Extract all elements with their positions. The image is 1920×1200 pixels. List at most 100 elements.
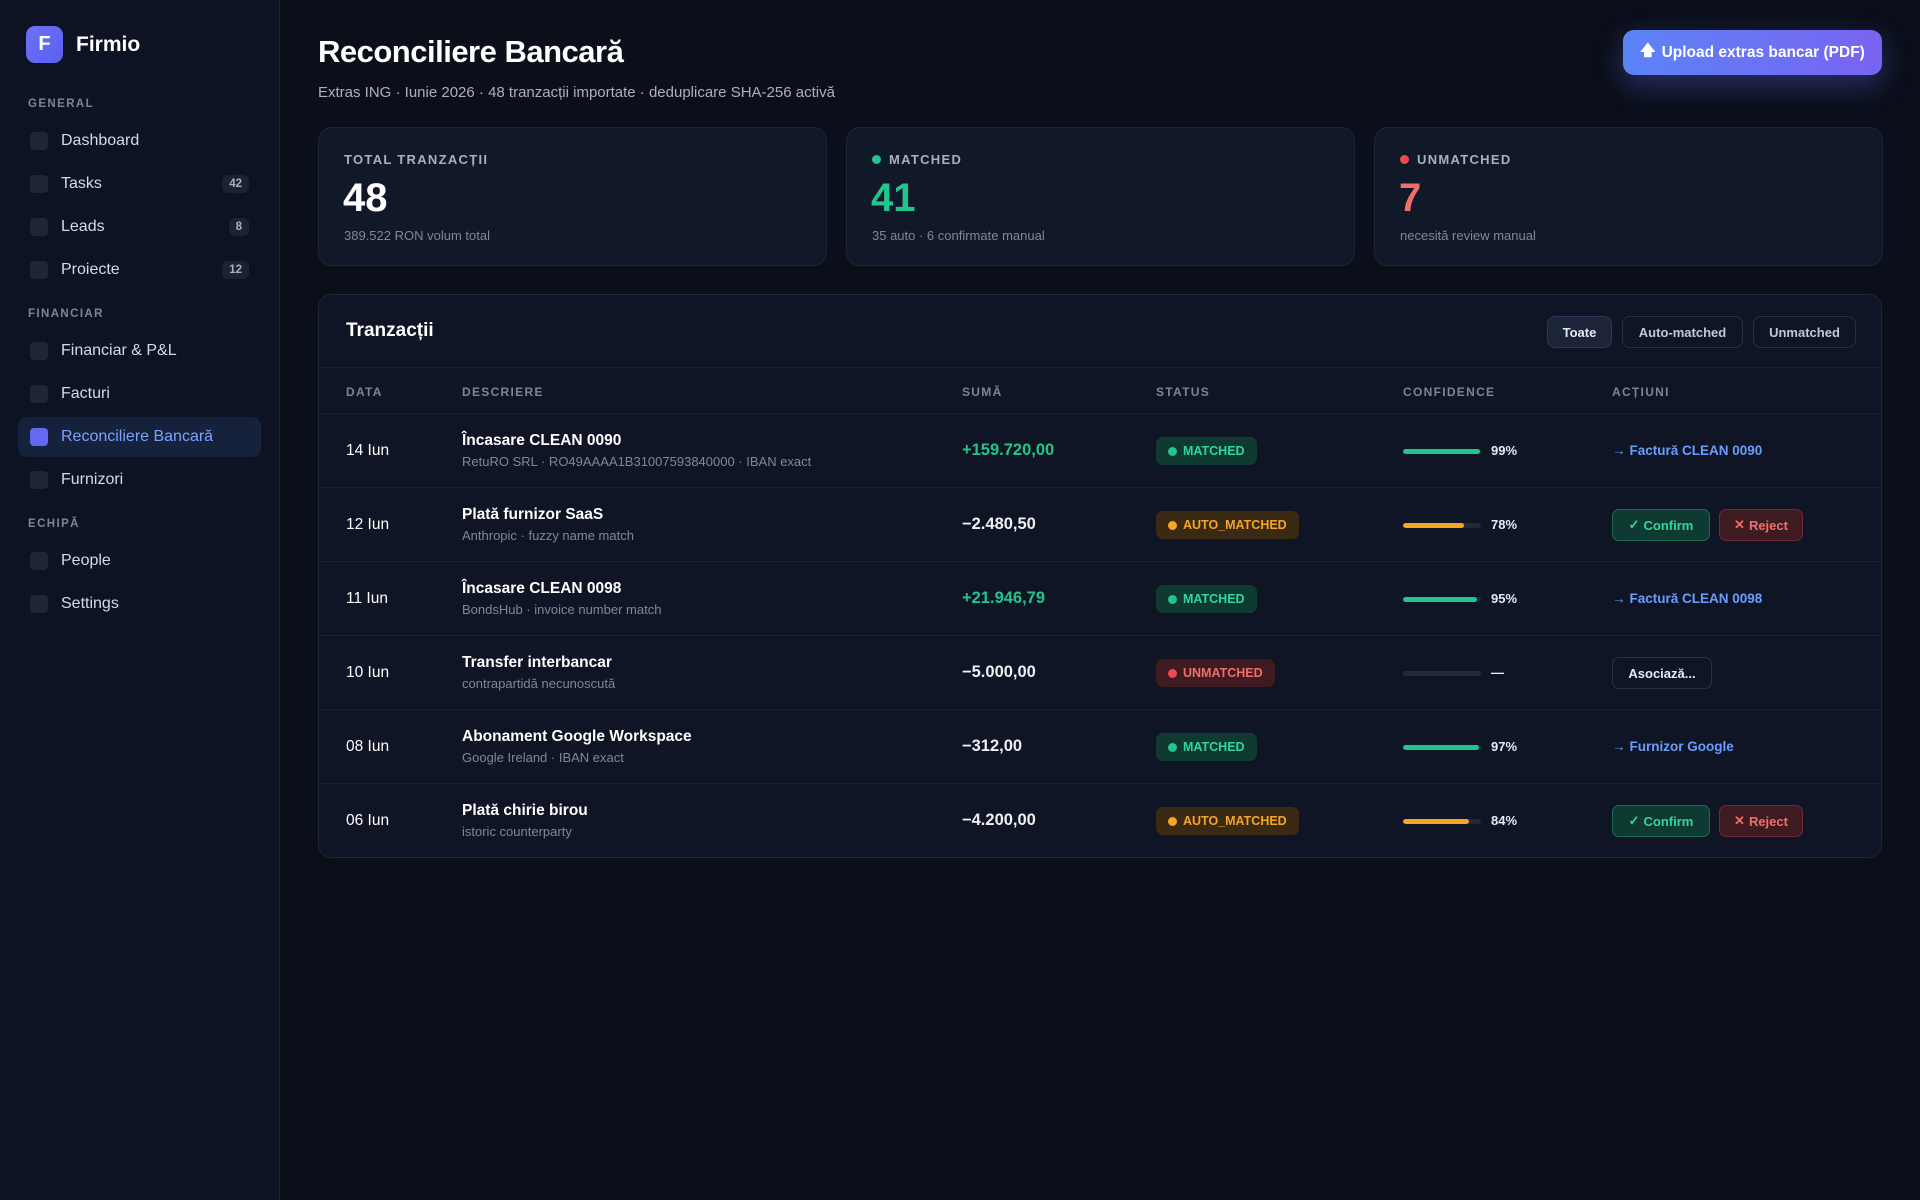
description-sub: Google Ireland · IBAN exact bbox=[462, 750, 624, 765]
status-dot-icon bbox=[1168, 446, 1177, 456]
nav-section-echipa: ECHIPĂ bbox=[28, 518, 80, 530]
reject-button[interactable]: ✕ Reject bbox=[1719, 509, 1803, 541]
sidebar-item-label: Proiecte bbox=[61, 261, 120, 278]
filter-toate[interactable]: Toate bbox=[1547, 316, 1612, 348]
sidebar-item-leads[interactable]: Leads 8 bbox=[18, 207, 261, 247]
table-row[interactable]: 06 Iun Plată chirie birou istoric counterp… bbox=[319, 784, 1881, 857]
sidebar-item-label: Settings bbox=[61, 595, 119, 612]
cell-amount: +159.720,00 bbox=[962, 441, 1055, 459]
sidebar-item-label: Furnizori bbox=[61, 471, 124, 488]
stat-value: 7 bbox=[1399, 176, 1422, 220]
filter-auto-matched[interactable]: Auto-matched bbox=[1622, 316, 1743, 348]
cell-date: 10 Iun bbox=[346, 664, 390, 681]
table-row[interactable]: 08 Iun Abonament Google Workspace Google I… bbox=[319, 710, 1881, 784]
sidebar-item-settings[interactable]: Settings bbox=[18, 584, 261, 624]
brand-logo: F bbox=[26, 26, 63, 63]
stat-sub: necesită review manual bbox=[1400, 228, 1536, 243]
table-row[interactable]: 12 Iun Plată furnizor SaaS Anthropic · fuz… bbox=[319, 488, 1881, 562]
sidebar-item-people[interactable]: People bbox=[18, 541, 261, 581]
transactions-table: Tranzacții Toate Auto-matched Unmatched … bbox=[318, 294, 1882, 858]
stat-value: 41 bbox=[871, 176, 916, 220]
confidence-bar bbox=[1403, 745, 1481, 750]
sidebar-item-label: Tasks bbox=[61, 175, 102, 192]
column-header[interactable]: SUMĂ bbox=[962, 385, 1003, 399]
confidence-value: 78% bbox=[1491, 517, 1518, 532]
sidebar-item-label: Reconciliere Bancară bbox=[61, 428, 214, 445]
brand-name: Firmio bbox=[76, 32, 141, 56]
match-link[interactable]: → Factură CLEAN 0098 bbox=[1612, 591, 1763, 606]
sidebar: F Firmio GENERAL Dashboard Tasks 42 Lead… bbox=[0, 0, 280, 1200]
confidence-bar bbox=[1403, 449, 1481, 454]
stat-value: 48 bbox=[343, 176, 388, 220]
finance-icon bbox=[30, 342, 48, 360]
close-icon: ✕ bbox=[1734, 517, 1745, 532]
people-icon bbox=[30, 552, 48, 570]
description-sub: contrapartidă necunoscută bbox=[462, 676, 616, 691]
confidence-fill bbox=[1403, 745, 1479, 750]
match-link[interactable]: → Furnizor Google bbox=[1612, 739, 1734, 754]
confidence-value: 84% bbox=[1491, 813, 1518, 828]
stat-sub: 35 auto · 6 confirmate manual bbox=[872, 228, 1045, 243]
leads-icon bbox=[30, 218, 48, 236]
status-badge: AUTO_MATCHED bbox=[1156, 807, 1299, 835]
match-link[interactable]: → Factură CLEAN 0090 bbox=[1612, 443, 1763, 458]
description-title: Plată furnizor SaaS bbox=[462, 506, 604, 523]
sidebar-item-dashboard[interactable]: Dashboard bbox=[18, 121, 261, 161]
reject-button[interactable]: ✕ Reject bbox=[1719, 805, 1803, 837]
associate-button[interactable]: Asociază... bbox=[1612, 657, 1712, 689]
stat-sub: 389.522 RON volum total bbox=[344, 228, 490, 243]
upload-arrow-icon: 🡅 bbox=[1640, 42, 1656, 59]
table-row[interactable]: 10 Iun Transfer interbancar contrapartidă … bbox=[319, 636, 1881, 710]
projects-icon bbox=[30, 261, 48, 279]
status-badge: MATCHED bbox=[1156, 437, 1257, 465]
cell-description: Încasare CLEAN 0098 BondsHub · invoice nu… bbox=[462, 580, 661, 617]
sidebar-item-label: People bbox=[61, 552, 111, 569]
cell-date: 14 Iun bbox=[346, 442, 390, 459]
column-header[interactable]: CONFIDENCE bbox=[1403, 385, 1496, 399]
confidence-bar bbox=[1403, 597, 1481, 602]
table-row[interactable]: 14 Iun Încasare CLEAN 0090 RetuRO SRL · RO… bbox=[319, 414, 1881, 488]
description-title: Abonament Google Workspace bbox=[462, 728, 692, 745]
sidebar-item-proiecte[interactable]: Proiecte 12 bbox=[18, 250, 261, 290]
description-title: Încasare CLEAN 0090 bbox=[462, 432, 622, 449]
sidebar-item-label: Leads bbox=[61, 218, 105, 235]
status-badge: AUTO_MATCHED bbox=[1156, 511, 1299, 539]
description-sub: istoric counterparty bbox=[462, 824, 572, 839]
cell-amount: −5.000,00 bbox=[962, 663, 1036, 681]
table-header: DATA DESCRIERE SUMĂ STATUS CONFIDENCE AC… bbox=[319, 367, 1881, 414]
sidebar-item-facturi[interactable]: Facturi bbox=[18, 374, 261, 414]
sidebar-item-reconciliere[interactable]: Reconciliere Bancară bbox=[18, 417, 261, 457]
check-icon: ✓ bbox=[1628, 813, 1640, 828]
description-title: Transfer interbancar bbox=[462, 654, 612, 671]
upload-statement-button[interactable]: 🡅 Upload extras bancar (PDF) bbox=[1623, 30, 1882, 75]
confirm-button[interactable]: ✓ Confirm bbox=[1612, 509, 1710, 541]
stat-card-matched: MATCHED 41 35 auto · 6 confirmate manual bbox=[846, 127, 1355, 266]
confidence-fill bbox=[1403, 819, 1469, 824]
arrow-right-icon: → bbox=[1612, 739, 1626, 754]
cell-amount: −4.200,00 bbox=[962, 811, 1036, 829]
column-header[interactable]: STATUS bbox=[1156, 385, 1211, 399]
column-header[interactable]: ACȚIUNI bbox=[1612, 385, 1670, 399]
sidebar-item-financiar[interactable]: Financiar & P&L bbox=[18, 331, 261, 371]
cell-description: Încasare CLEAN 0090 RetuRO SRL · RO49AAAA… bbox=[462, 432, 811, 469]
sidebar-item-tasks[interactable]: Tasks 42 bbox=[18, 164, 261, 204]
sidebar-item-furnizori[interactable]: Furnizori bbox=[18, 460, 261, 500]
description-title: Încasare CLEAN 0098 bbox=[462, 580, 622, 597]
table-row[interactable]: 11 Iun Încasare CLEAN 0098 BondsHub · invo… bbox=[319, 562, 1881, 636]
confidence-fill bbox=[1403, 449, 1481, 454]
stat-label: MATCHED bbox=[872, 152, 962, 167]
close-icon: ✕ bbox=[1734, 813, 1745, 828]
table-title: Tranzacții bbox=[346, 320, 434, 341]
confidence-value: 95% bbox=[1491, 591, 1518, 606]
confirm-button[interactable]: ✓ Confirm bbox=[1612, 805, 1710, 837]
status-dot-icon bbox=[1168, 520, 1177, 530]
description-sub: RetuRO SRL · RO49AAAA1B31007593840000 · … bbox=[462, 454, 812, 469]
column-header[interactable]: DESCRIERE bbox=[462, 385, 544, 399]
cell-date: 12 Iun bbox=[346, 516, 390, 533]
brand[interactable]: F Firmio bbox=[26, 26, 140, 63]
arrow-right-icon: → bbox=[1612, 591, 1626, 606]
stat-label: TOTAL TRANZACȚII bbox=[344, 152, 489, 167]
filter-unmatched[interactable]: Unmatched bbox=[1753, 316, 1856, 348]
column-header[interactable]: DATA bbox=[346, 385, 383, 399]
status-dot-icon bbox=[1400, 155, 1409, 164]
